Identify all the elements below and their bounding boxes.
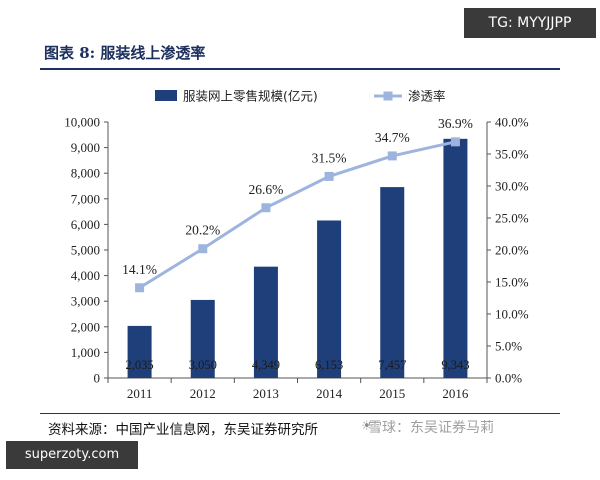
- bar-value-label: 3,050: [189, 358, 217, 372]
- y-right-tick-label: 10.0%: [495, 307, 529, 322]
- snowball-icon: ☀: [361, 419, 373, 434]
- watermark-tag-top: TG: MYYJJPP: [464, 8, 596, 38]
- chart-axes: 0 1,000 2,000 3,000 4,000 5,000 6,000 7,000 8,00…: [64, 115, 529, 402]
- y-left-tick-label: 3,000: [71, 294, 100, 309]
- source-divider: [40, 413, 560, 414]
- legend-bar-label: 服装网上零售规模(亿元): [183, 89, 318, 104]
- x-tick-label: 2014: [316, 386, 343, 401]
- y-left-tick-label: 6,000: [71, 217, 100, 232]
- bar-value-label: 7,457: [378, 358, 406, 372]
- chart-legend: 服装网上零售规模(亿元) 渗透率: [155, 89, 446, 104]
- bar: [127, 325, 152, 378]
- y-right-tick-label: 20.0%: [495, 243, 529, 258]
- legend-bar-swatch: [155, 90, 177, 101]
- x-tick-label: 2011: [127, 386, 153, 401]
- y-left-tick-label: 0: [94, 371, 101, 386]
- line-value-label: 26.6%: [248, 182, 283, 197]
- y-right-tick-label: 35.0%: [495, 147, 529, 162]
- bar-value-label: 6,153: [315, 358, 343, 372]
- y-left-tick-label: 4,000: [71, 268, 100, 283]
- figure-title: 图表 8: 服装线上渗透率: [44, 44, 206, 62]
- y-left-tick-label: 10,000: [64, 115, 100, 130]
- y-right-tick-label: 30.0%: [495, 179, 529, 194]
- title-divider: [40, 68, 560, 70]
- x-tick-label: 2015: [379, 386, 405, 401]
- y-right-tick-label: 5.0%: [495, 339, 522, 354]
- line-series: 14.1% 20.2% 26.6% 31.5% 34.7% 36.9%: [122, 116, 473, 293]
- line-marker: [261, 203, 271, 213]
- y-left-tick-label: 7,000: [71, 191, 100, 206]
- bar: [253, 266, 278, 378]
- line-marker: [324, 171, 334, 181]
- bar: [317, 220, 342, 378]
- bar-value-label: 9,343: [441, 358, 469, 372]
- bar-series: 2,035 3,050 4,349 6,153 7,457 9,343: [126, 138, 469, 378]
- line-marker: [198, 244, 208, 254]
- y-left-tick-label: 8,000: [71, 166, 100, 181]
- y-right-tick-label: 15.0%: [495, 275, 529, 290]
- x-tick-label: 2013: [253, 386, 279, 401]
- watermark-text: 雪球：东吴证券马莉: [368, 420, 494, 436]
- line-marker: [450, 137, 460, 147]
- line-value-label: 31.5%: [312, 150, 347, 165]
- line-value-label: 20.2%: [185, 223, 220, 238]
- y-left-tick-label: 5,000: [71, 243, 100, 258]
- legend-line-label: 渗透率: [408, 89, 446, 104]
- line-value-label: 34.7%: [375, 130, 410, 145]
- watermark-tag-bottom: superzoty.com: [6, 441, 138, 469]
- bar: [190, 299, 215, 378]
- line-marker: [135, 283, 145, 293]
- bar: [380, 187, 405, 378]
- y-left-tick-label: 9,000: [71, 140, 100, 155]
- x-tick-label: 2016: [442, 386, 469, 401]
- y-right-tick-label: 25.0%: [495, 211, 529, 226]
- y-left-tick-label: 2,000: [71, 319, 100, 334]
- bar-value-label: 2,035: [126, 358, 154, 372]
- y-right-tick-label: 0.0%: [495, 371, 522, 386]
- line-marker: [387, 151, 397, 161]
- source-note: 资料来源：中国产业信息网，东吴证券研究所: [48, 422, 318, 438]
- line-path: [138, 140, 456, 290]
- bar-value-label: 4,349: [252, 358, 280, 372]
- bar: [443, 138, 468, 378]
- y-left-tick-label: 1,000: [71, 345, 100, 360]
- legend-line-marker: [383, 91, 393, 101]
- y-right-tick-label: 40.0%: [495, 115, 529, 130]
- line-value-label: 14.1%: [122, 262, 157, 277]
- x-tick-label: 2012: [190, 386, 216, 401]
- line-value-label: 36.9%: [438, 116, 473, 131]
